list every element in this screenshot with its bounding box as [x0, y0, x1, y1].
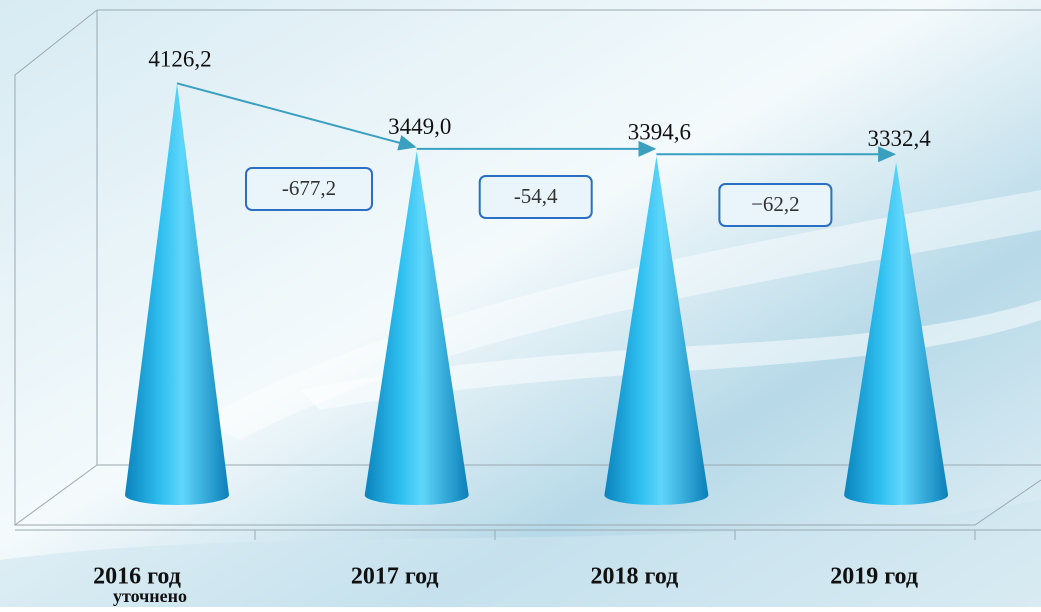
- x-tick-label: 2019 год: [830, 564, 918, 590]
- swoosh: [200, 190, 1041, 440]
- change-box: [478, 175, 593, 219]
- swoosh: [0, 500, 1041, 607]
- cone: [604, 156, 709, 505]
- cone: [364, 150, 469, 505]
- x-tick-label: 2016 год: [93, 564, 181, 590]
- change-label: -54,4: [514, 184, 558, 208]
- category-note: уточнено: [113, 586, 187, 606]
- change-label: −62,2: [751, 192, 800, 216]
- x-tick-label: 2018 год: [591, 564, 679, 590]
- value-label: 3332,4: [867, 126, 931, 151]
- change-box: [718, 183, 833, 227]
- value-label: 3394,6: [628, 120, 691, 145]
- x-tick-label: 2017 год: [351, 564, 439, 590]
- value-label: 3449,0: [388, 114, 451, 139]
- value-label: 4126,2: [148, 47, 211, 72]
- change-box: [245, 167, 373, 211]
- cone: [125, 83, 229, 505]
- cone: [844, 162, 949, 505]
- frame: [14, 9, 1041, 540]
- change-label: -677,2: [282, 176, 336, 200]
- change-arrow: [176, 82, 417, 151]
